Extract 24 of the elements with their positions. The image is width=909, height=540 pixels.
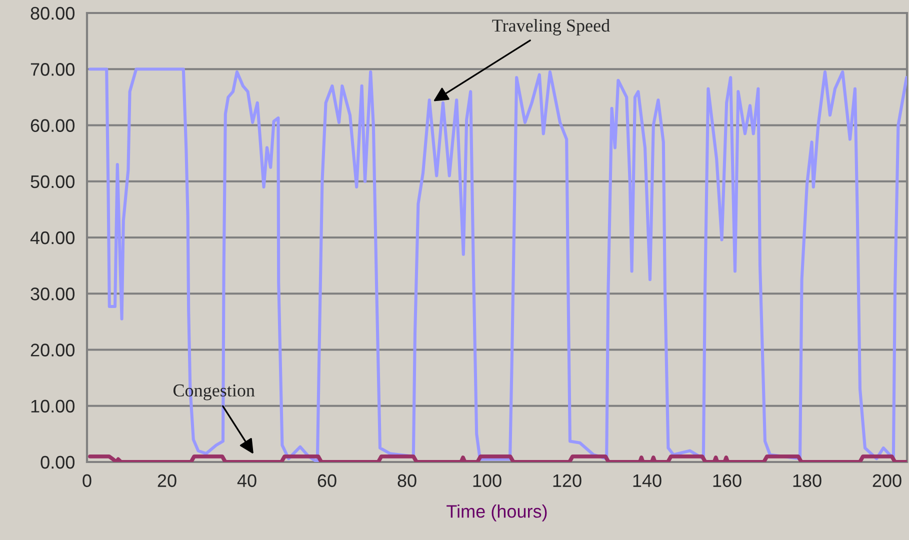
line-series: [88, 68, 907, 462]
x-tick-label: 200: [872, 474, 902, 488]
y-tick-label: 10.00: [31, 400, 74, 413]
y-tick-label: 30.00: [30, 288, 74, 300]
y-tick-label: 20.00: [30, 344, 74, 356]
x-tick-label: 20: [158, 474, 176, 488]
x-tick-label: 180: [793, 474, 822, 488]
x-tick-label: 100: [473, 474, 502, 488]
y-tick-label: 80.00: [30, 6, 74, 20]
x-tick-label: 60: [318, 474, 336, 488]
x-axis-title: Time (hours): [446, 504, 547, 522]
y-tick-label: 70.00: [30, 63, 74, 76]
x-tick-label: 40: [237, 474, 256, 488]
x-tick-label: 140: [633, 474, 662, 488]
y-tick-label: 40.00: [30, 231, 74, 244]
y-tick-label: 50.00: [30, 175, 74, 188]
annotation: Congestion: [173, 384, 255, 400]
x-tick-label: 80: [398, 474, 416, 488]
y-tick-label: 60.00: [30, 119, 74, 132]
x-tick-label: 160: [713, 474, 742, 488]
annotation: Traveling Speed: [492, 19, 610, 36]
x-tick-label: 120: [553, 474, 582, 488]
y-tick-label: 0.00: [40, 456, 74, 469]
x-tick-label: 0: [82, 474, 92, 488]
